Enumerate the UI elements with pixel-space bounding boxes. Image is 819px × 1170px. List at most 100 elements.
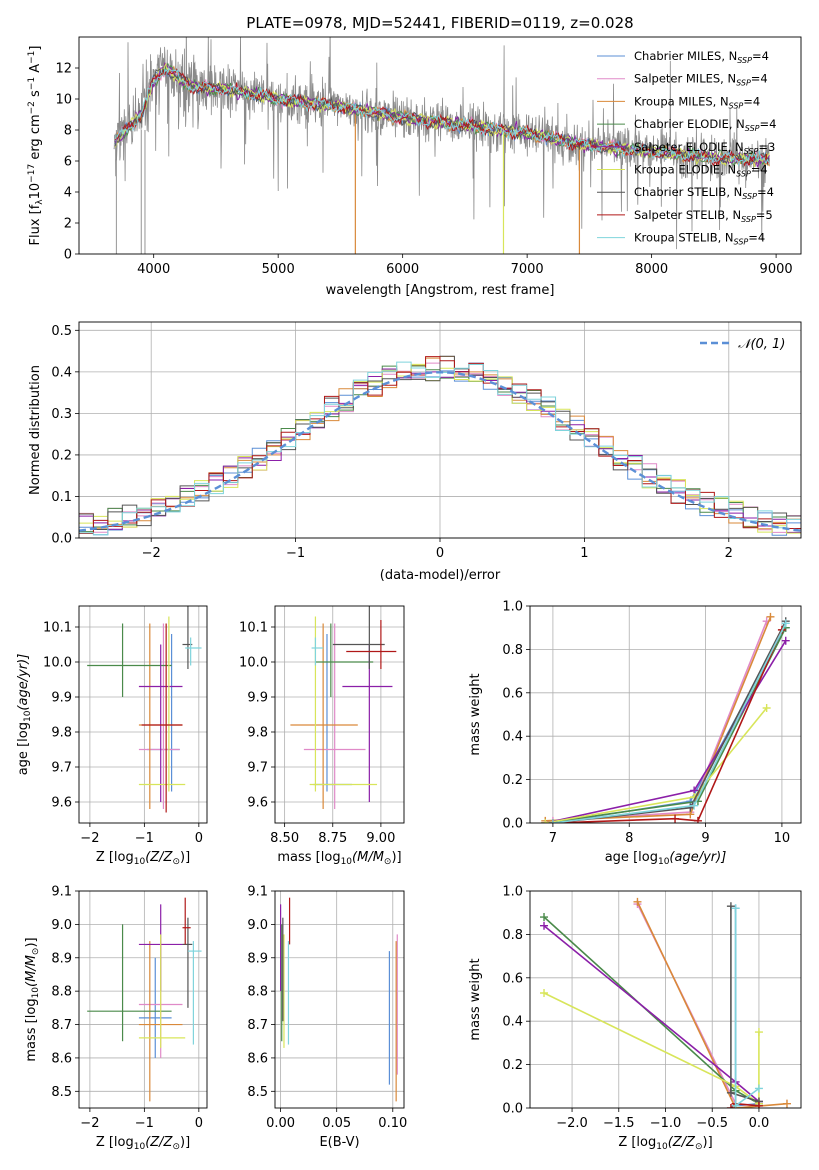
weight-marker [781,636,790,645]
label-part: Kroupa MILES, N [634,94,729,108]
y-tick-label: 0.8 [502,928,523,943]
label-part: ⊙ [384,857,392,867]
x-tick-label: 0.10 [378,1116,407,1131]
residual-histogram-line [79,361,801,536]
x-tick-label: 0 [195,1116,203,1131]
x-axis-label: mass [log10(M/M⊙)] [277,850,401,867]
y-tick-label: 8.7 [51,1018,72,1033]
y-tick-label: 0.6 [502,971,523,986]
weight-line [552,629,783,823]
spectrum-traces [113,37,770,254]
x-tick-label: 9.00 [366,831,395,846]
label-part: −17 [27,164,37,183]
y-tick-label: 9.8 [247,726,268,741]
axes-frame [274,890,405,1109]
y-tick-label: 9.6 [247,796,268,811]
label-part: Salpeter ELODIE, N [634,140,744,154]
x-tick-label: 5000 [262,262,295,277]
weight-marker [540,921,549,930]
weight-line [552,623,787,823]
label-part: SSP [741,215,756,224]
weight-marker [754,1101,763,1108]
y-tick-label: 0.2 [502,773,523,788]
x-tick-label: −1.0 [650,1116,682,1131]
x-tick-label: −2 [80,1116,99,1131]
label-part: erg cm [28,114,43,163]
residuals-panel: −2 −1 0 1 2 0.0 0.1 0.2 0.3 0.4 0.5 (data-model)/er… [28,321,802,583]
y-tick-label: 0.0 [502,1102,523,1117]
x-tick-label: 9 [701,831,709,846]
weight-marker [671,814,680,823]
label-part: 10 [134,857,146,867]
x-tick-label: 0.05 [322,1116,351,1131]
x-tick-label: −1 [135,1116,154,1131]
label-part: Salpeter STELIB, N [634,208,741,222]
weight-marker [540,913,549,922]
weight-marker [781,619,790,628]
label-part: SSP [729,101,744,110]
y-tick-label: 0.4 [502,730,523,745]
y-tick-label: 9.9 [51,691,72,706]
y-axis-label: Normed distribution [28,365,43,495]
label-part: SSP [736,79,751,88]
legend-entry: Chabrier ELODIE, NSSP=4 [634,117,776,133]
mass-vs-EBV-panel: 0.00 0.05 0.10 8.5 8.6 8.7 8.8 8.9 9.0 9.1 E(B-V) [247,885,407,1151]
y-tick-label: 9.0 [247,918,268,933]
weight-line [552,627,787,823]
weight-line [636,901,788,1108]
weight-marker [726,1104,735,1108]
axes-frame [274,605,405,824]
y-tick-label: 0.4 [502,1015,523,1030]
weight-line [545,616,772,822]
legend-entry: Kroupa ELODIE, NSSP=4 [634,163,768,179]
x-tick-label: −1 [286,546,305,561]
y-tick-label: 8.6 [51,1051,72,1066]
x-tick-label: 8000 [635,262,668,277]
label-part: =4 [743,94,760,108]
weight-marker [731,1101,740,1108]
y-tick-label: 1.0 [502,885,523,900]
label-part: =4 [757,185,774,199]
weight-marker [690,801,699,810]
weight-marker [726,1088,735,1097]
model-spectrum-line [114,62,770,168]
weight-line [734,908,759,1107]
x-axis-label: Z [log10(Z/Z⊙)] [618,1135,712,1152]
label-part: 10 [341,857,353,867]
legend-entry: Chabrier MILES, NSSP=4 [634,49,769,65]
x-tick-label: 0 [436,546,444,561]
y-tick-label: 4 [64,186,72,201]
weight-marker [541,819,550,823]
y-axis-label: age [log10(age/yr)] [16,654,33,776]
spectrum-panel: 4000 5000 6000 7000 8000 9000 0 2 4 6 8 10 12 PLATE=0… [27,14,802,298]
x-tick-label: 1 [580,546,588,561]
model-spectrum-line [114,66,770,167]
x-tick-label: 4000 [137,262,170,277]
label-part: ] [28,46,43,51]
y-tick-label: 10.0 [239,656,268,671]
x-tick-label: 0.00 [266,1116,295,1131]
y-tick-label: 0.0 [51,532,72,547]
label-part: λ [35,199,45,205]
y-tick-label: 0.6 [502,686,523,701]
y-axis-label: mass weight [468,673,483,755]
label-part: s [28,90,43,101]
label-part: Chabrier ELODIE, N [634,117,745,131]
y-tick-label: 9.9 [247,691,268,706]
y-tick-label: 9.7 [51,761,72,776]
weight-marker [782,1099,791,1108]
label-part: )] [703,1135,713,1150]
label-part: =4 [748,231,765,245]
normal-reference-curve [79,371,801,532]
mass-vs-Z-panel: −2 −1 08.58.68.78.88.99.09.1Z [log10(Z/Z⊙)… [24,885,208,1152]
x-tick-label: 6000 [386,262,419,277]
label-part: )] [24,937,39,947]
label-part: 10 [28,183,43,200]
y-tick-label: 10 [55,93,72,108]
weight-line [552,620,787,823]
y-tick-label: 10.1 [239,621,268,636]
x-axis-label: Z [log10(Z/Z⊙)] [96,850,190,867]
y-tick-label: 0.4 [51,365,72,380]
x-tick-label: 8 [625,831,633,846]
